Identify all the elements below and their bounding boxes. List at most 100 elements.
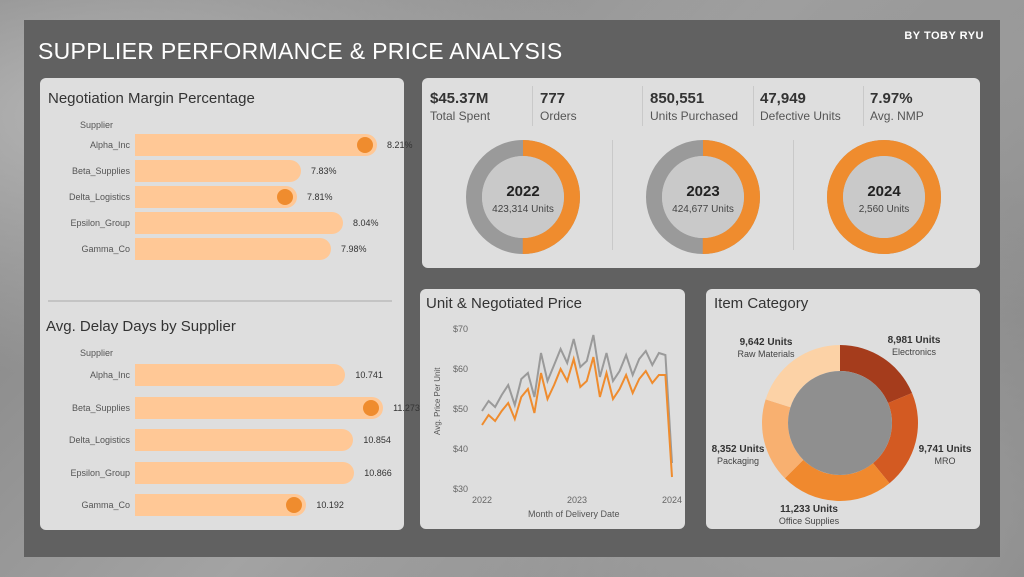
bar-category-label: Gamma_Co xyxy=(81,244,130,254)
price-line-chart: $30 $40 $50 $60 $70 Avg. Price Per Unit 2022 20… xyxy=(433,324,682,505)
kpi-orders: 777 Orders xyxy=(540,90,577,123)
kpi-separator xyxy=(863,86,864,126)
bar xyxy=(135,461,355,484)
x-tick-label: 2024 xyxy=(662,495,682,505)
category-value-office-supplies: 11,233 Units xyxy=(780,504,838,515)
donut-year-label: 2022 xyxy=(506,183,539,200)
bar-category-label: Epsilon_Group xyxy=(70,218,130,228)
bar xyxy=(135,396,384,419)
kpi-label: Avg. NMP xyxy=(870,109,924,123)
category-slice-raw-materials xyxy=(765,345,840,408)
bar-value-label: 7.83% xyxy=(311,166,337,176)
bar-value-label: 7.98% xyxy=(341,244,367,254)
dashboard-title: SUPPLIER PERFORMANCE & PRICE ANALYSIS xyxy=(38,38,563,64)
category-value-electronics: 8,981 Units xyxy=(887,335,941,346)
x-tick-label: 2022 xyxy=(472,495,492,505)
bar-row: Epsilon_Group 10.866 xyxy=(40,461,404,484)
category-slice-office-supplies xyxy=(784,459,890,501)
y-tick-label: $50 xyxy=(453,404,468,414)
bar xyxy=(135,134,377,156)
item-category-card: Item Category 9,642 Units Raw Materials … xyxy=(706,289,980,529)
bar-row: Beta_Supplies 11.273 xyxy=(40,396,420,419)
kpi-total-spent: $45.37M Total Spent xyxy=(430,90,490,123)
category-donut-chart xyxy=(762,345,918,501)
bar-row: Gamma_Co 10.192 xyxy=(40,494,404,516)
kpi-value: 777 xyxy=(540,90,566,107)
donut-orange-arc xyxy=(827,140,941,254)
year-donut-charts: 2022 423,314 Units 2023 424,677 Units 2024 2,… xyxy=(466,140,941,254)
bar xyxy=(135,238,331,260)
bar-highlight-dot xyxy=(286,497,303,513)
kpi-label: Total Spent xyxy=(430,109,491,123)
kpi-value: 850,551 xyxy=(650,90,705,107)
kpi-value: 47,949 xyxy=(760,90,806,107)
y-axis-label: Avg. Price Per Unit xyxy=(433,367,442,435)
bar-category-label: Epsilon_Group xyxy=(70,467,130,478)
category-name-office-supplies: Office Supplies xyxy=(778,516,840,526)
donut-year-label: 2023 xyxy=(686,183,719,200)
bar-value-label: 10.741 xyxy=(355,370,383,380)
bar-category-label: Gamma_Co xyxy=(81,500,130,510)
category-slice-electronics xyxy=(840,345,913,404)
donut-orange-arc xyxy=(466,140,580,254)
bar xyxy=(135,186,297,208)
line-series-unit-price xyxy=(481,334,673,464)
nmp-dimension-label: Supplier xyxy=(80,120,114,130)
donut-units-label: 2,560 Units xyxy=(859,204,910,215)
donut-units-label: 423,314 Units xyxy=(492,204,554,215)
category-value-mro: 9,741 Units xyxy=(918,444,972,455)
donut-center xyxy=(843,156,925,238)
year-donut: 2024 2,560 Units xyxy=(827,140,941,254)
section-divider xyxy=(48,300,392,302)
bar-row: Gamma_Co 7.98% xyxy=(40,238,404,260)
bar xyxy=(135,429,354,451)
donut-separator xyxy=(612,140,613,250)
delay-bar-chart: Alpha_Inc 10.741 Beta_Supplies 11.273 Delta_… xyxy=(40,364,420,524)
delay-dimension-label: Supplier xyxy=(80,348,114,358)
bar xyxy=(135,160,301,182)
bar-category-label: Alpha_Inc xyxy=(89,370,130,380)
bar-category-label: Delta_Logistics xyxy=(68,435,130,445)
kpi-label: Defective Units xyxy=(760,109,841,123)
bar-value-label: 10.192 xyxy=(316,500,344,510)
category-chart-title: Item Category xyxy=(714,295,809,312)
kpi-label: Orders xyxy=(540,109,577,123)
category-slice-mro xyxy=(873,393,918,484)
category-name-raw-materials: Raw Materials xyxy=(737,349,795,359)
bar-row: Beta_Supplies 7.83% xyxy=(40,160,404,182)
bar-row: Delta_Logistics 7.81% xyxy=(40,186,404,208)
y-tick-label: $40 xyxy=(453,444,468,454)
bar-value-label: 8.04% xyxy=(353,218,379,228)
category-name-mro: MRO xyxy=(934,456,956,466)
delay-chart-title: Avg. Delay Days by Supplier xyxy=(46,318,236,335)
category-name-electronics: Electronics xyxy=(891,347,936,357)
bar xyxy=(135,364,346,386)
bar-row: Alpha_Inc 10.741 xyxy=(40,364,404,386)
price-line-card: Unit & Negotiated Price $30 $40 $50 $60 $70 A… xyxy=(420,289,685,529)
bar-row: Alpha_Inc 8.21% xyxy=(40,134,413,156)
bar-value-label: 8.21% xyxy=(387,140,413,150)
category-slice-packaging xyxy=(762,399,804,479)
donut-orange-arc xyxy=(646,140,760,254)
bar-highlight-dot xyxy=(357,137,373,153)
bar-row: Delta_Logistics 10.854 xyxy=(40,429,404,451)
bar-value-label: 10.866 xyxy=(364,467,392,478)
kpi-value: $45.37M xyxy=(430,90,489,107)
donut-year-label: 2024 xyxy=(867,183,901,200)
bar-highlight-dot xyxy=(277,189,293,205)
bar-row: Epsilon_Group 8.04% xyxy=(40,212,404,234)
kpi-card: $45.37M Total Spent 777 Orders 850,551 U… xyxy=(422,78,980,268)
year-donut: 2022 423,314 Units xyxy=(466,140,580,254)
supplier-bars-card: Negotiation Margin Percentage Supplier A… xyxy=(40,78,420,530)
kpi-separator xyxy=(753,86,754,126)
category-value-raw-materials: 9,642 Units xyxy=(739,337,793,348)
bar-category-label: Alpha_Inc xyxy=(89,140,130,150)
bar-value-label: 10.854 xyxy=(363,435,391,445)
kpi-defective-units: 47,949 Defective Units xyxy=(760,90,841,123)
y-tick-label: $30 xyxy=(453,484,468,494)
bar-highlight-dot xyxy=(363,399,380,416)
author-credit: BY TOBY RYU xyxy=(904,30,984,42)
donut-units-label: 424,677 Units xyxy=(672,204,734,215)
bar xyxy=(135,494,307,516)
kpi-avg-nmp: 7.97% Avg. NMP xyxy=(870,90,924,123)
